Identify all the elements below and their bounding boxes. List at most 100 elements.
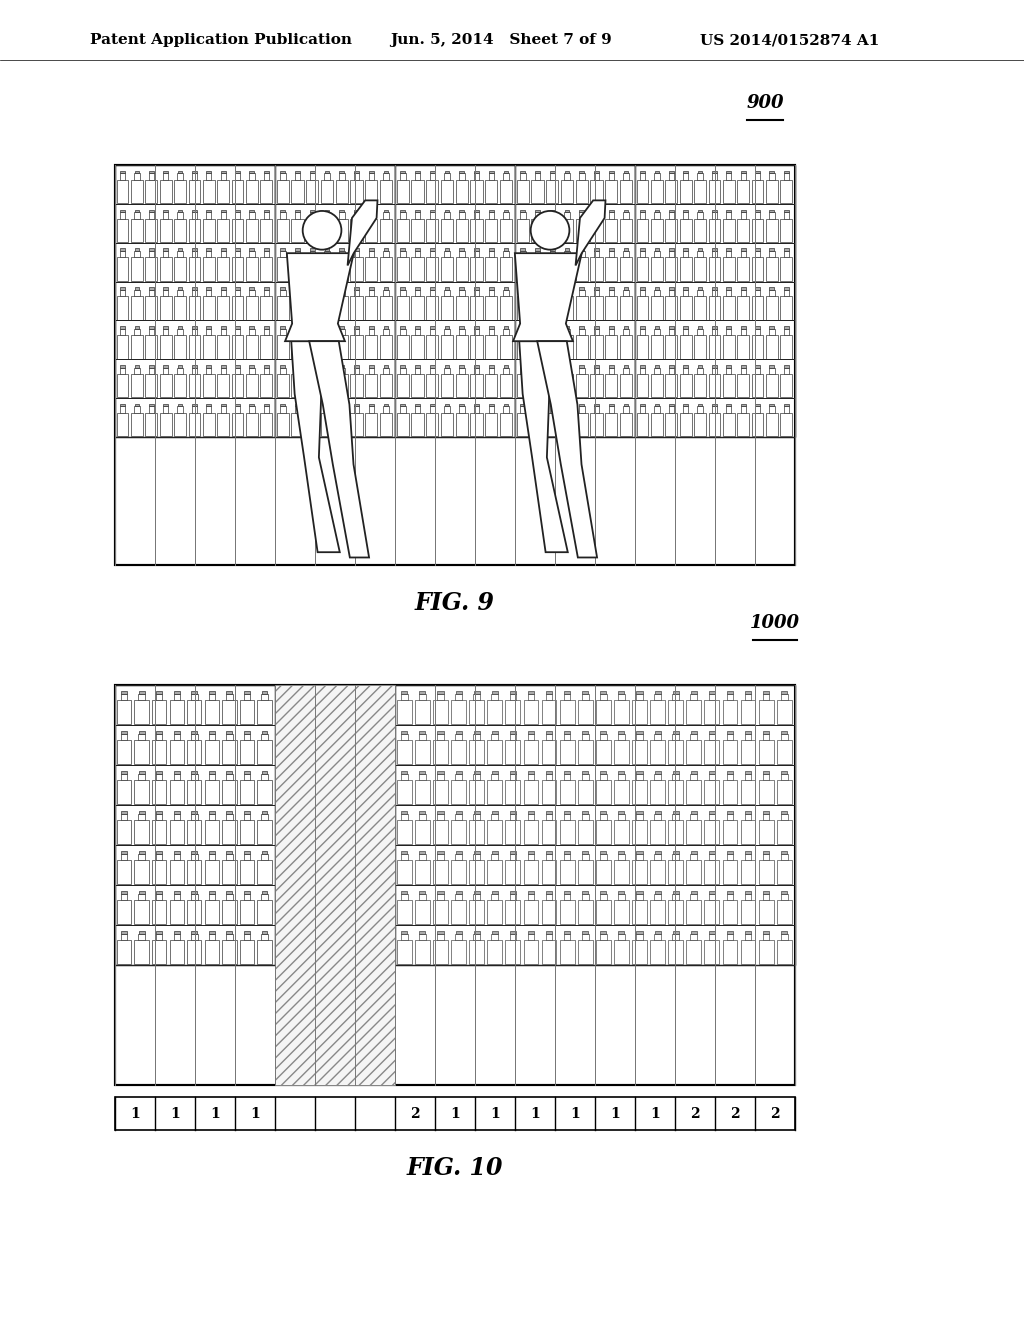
- Bar: [157, 891, 162, 894]
- Bar: [395, 685, 795, 965]
- Bar: [654, 288, 659, 290]
- Bar: [444, 173, 450, 180]
- Bar: [740, 861, 756, 884]
- Bar: [487, 741, 502, 764]
- Bar: [705, 861, 719, 884]
- Bar: [191, 173, 197, 180]
- Bar: [527, 813, 535, 820]
- Bar: [205, 900, 219, 924]
- Bar: [281, 170, 286, 173]
- Bar: [781, 851, 787, 854]
- Bar: [354, 170, 359, 173]
- Bar: [769, 170, 774, 173]
- Bar: [236, 404, 240, 407]
- Bar: [206, 213, 211, 219]
- Bar: [583, 690, 588, 693]
- Bar: [292, 413, 303, 436]
- Bar: [191, 731, 198, 734]
- Bar: [380, 335, 392, 359]
- Bar: [470, 219, 482, 242]
- Bar: [205, 741, 219, 764]
- Bar: [531, 297, 544, 319]
- Bar: [783, 288, 788, 290]
- Bar: [614, 700, 629, 725]
- Bar: [712, 326, 717, 329]
- Bar: [336, 219, 348, 242]
- Bar: [178, 404, 182, 407]
- Bar: [564, 810, 570, 813]
- Bar: [444, 326, 450, 329]
- Bar: [712, 251, 717, 257]
- Bar: [640, 210, 645, 213]
- Bar: [691, 771, 696, 774]
- Bar: [474, 173, 479, 180]
- Bar: [366, 180, 377, 203]
- Text: 1: 1: [570, 1106, 580, 1121]
- Bar: [583, 810, 588, 813]
- Bar: [523, 700, 539, 725]
- Bar: [504, 248, 509, 251]
- Bar: [709, 219, 720, 242]
- Bar: [654, 810, 660, 813]
- Bar: [295, 251, 300, 257]
- Bar: [500, 413, 512, 436]
- Bar: [236, 210, 240, 213]
- Bar: [336, 297, 348, 319]
- Bar: [651, 413, 663, 436]
- Bar: [396, 297, 409, 319]
- Bar: [131, 413, 143, 436]
- Bar: [591, 335, 602, 359]
- Bar: [384, 366, 388, 367]
- Bar: [419, 774, 426, 780]
- Bar: [578, 820, 593, 845]
- Bar: [608, 213, 614, 219]
- Bar: [705, 741, 719, 764]
- Bar: [608, 407, 614, 413]
- Bar: [206, 407, 211, 413]
- Bar: [546, 219, 558, 242]
- Text: FIG. 9: FIG. 9: [415, 591, 495, 615]
- Bar: [115, 685, 275, 965]
- Bar: [709, 693, 715, 700]
- Text: 1: 1: [210, 1106, 220, 1121]
- Bar: [550, 173, 555, 180]
- Bar: [400, 213, 406, 219]
- Bar: [654, 693, 660, 700]
- Bar: [191, 813, 198, 820]
- Bar: [744, 854, 752, 861]
- Bar: [488, 251, 494, 257]
- Bar: [485, 219, 498, 242]
- Bar: [437, 690, 443, 693]
- Bar: [712, 248, 717, 251]
- Bar: [600, 894, 606, 900]
- Bar: [188, 335, 201, 359]
- Bar: [426, 374, 438, 397]
- Bar: [550, 290, 555, 297]
- Bar: [441, 180, 453, 203]
- Bar: [531, 335, 544, 359]
- Bar: [683, 366, 688, 367]
- Bar: [397, 741, 412, 764]
- Bar: [745, 690, 751, 693]
- Bar: [492, 891, 498, 894]
- Bar: [188, 257, 201, 281]
- Bar: [669, 290, 674, 297]
- Bar: [781, 734, 787, 741]
- Bar: [686, 741, 701, 764]
- Bar: [686, 700, 701, 725]
- Bar: [309, 173, 315, 180]
- Bar: [473, 693, 480, 700]
- Bar: [401, 774, 408, 780]
- Bar: [654, 891, 660, 894]
- Bar: [654, 210, 659, 213]
- Bar: [783, 213, 788, 219]
- Bar: [444, 248, 450, 251]
- Bar: [134, 367, 139, 374]
- Bar: [520, 404, 525, 407]
- Bar: [618, 693, 625, 700]
- Bar: [723, 741, 737, 764]
- Bar: [763, 774, 769, 780]
- Bar: [520, 288, 525, 290]
- Bar: [280, 213, 286, 219]
- Bar: [542, 741, 556, 764]
